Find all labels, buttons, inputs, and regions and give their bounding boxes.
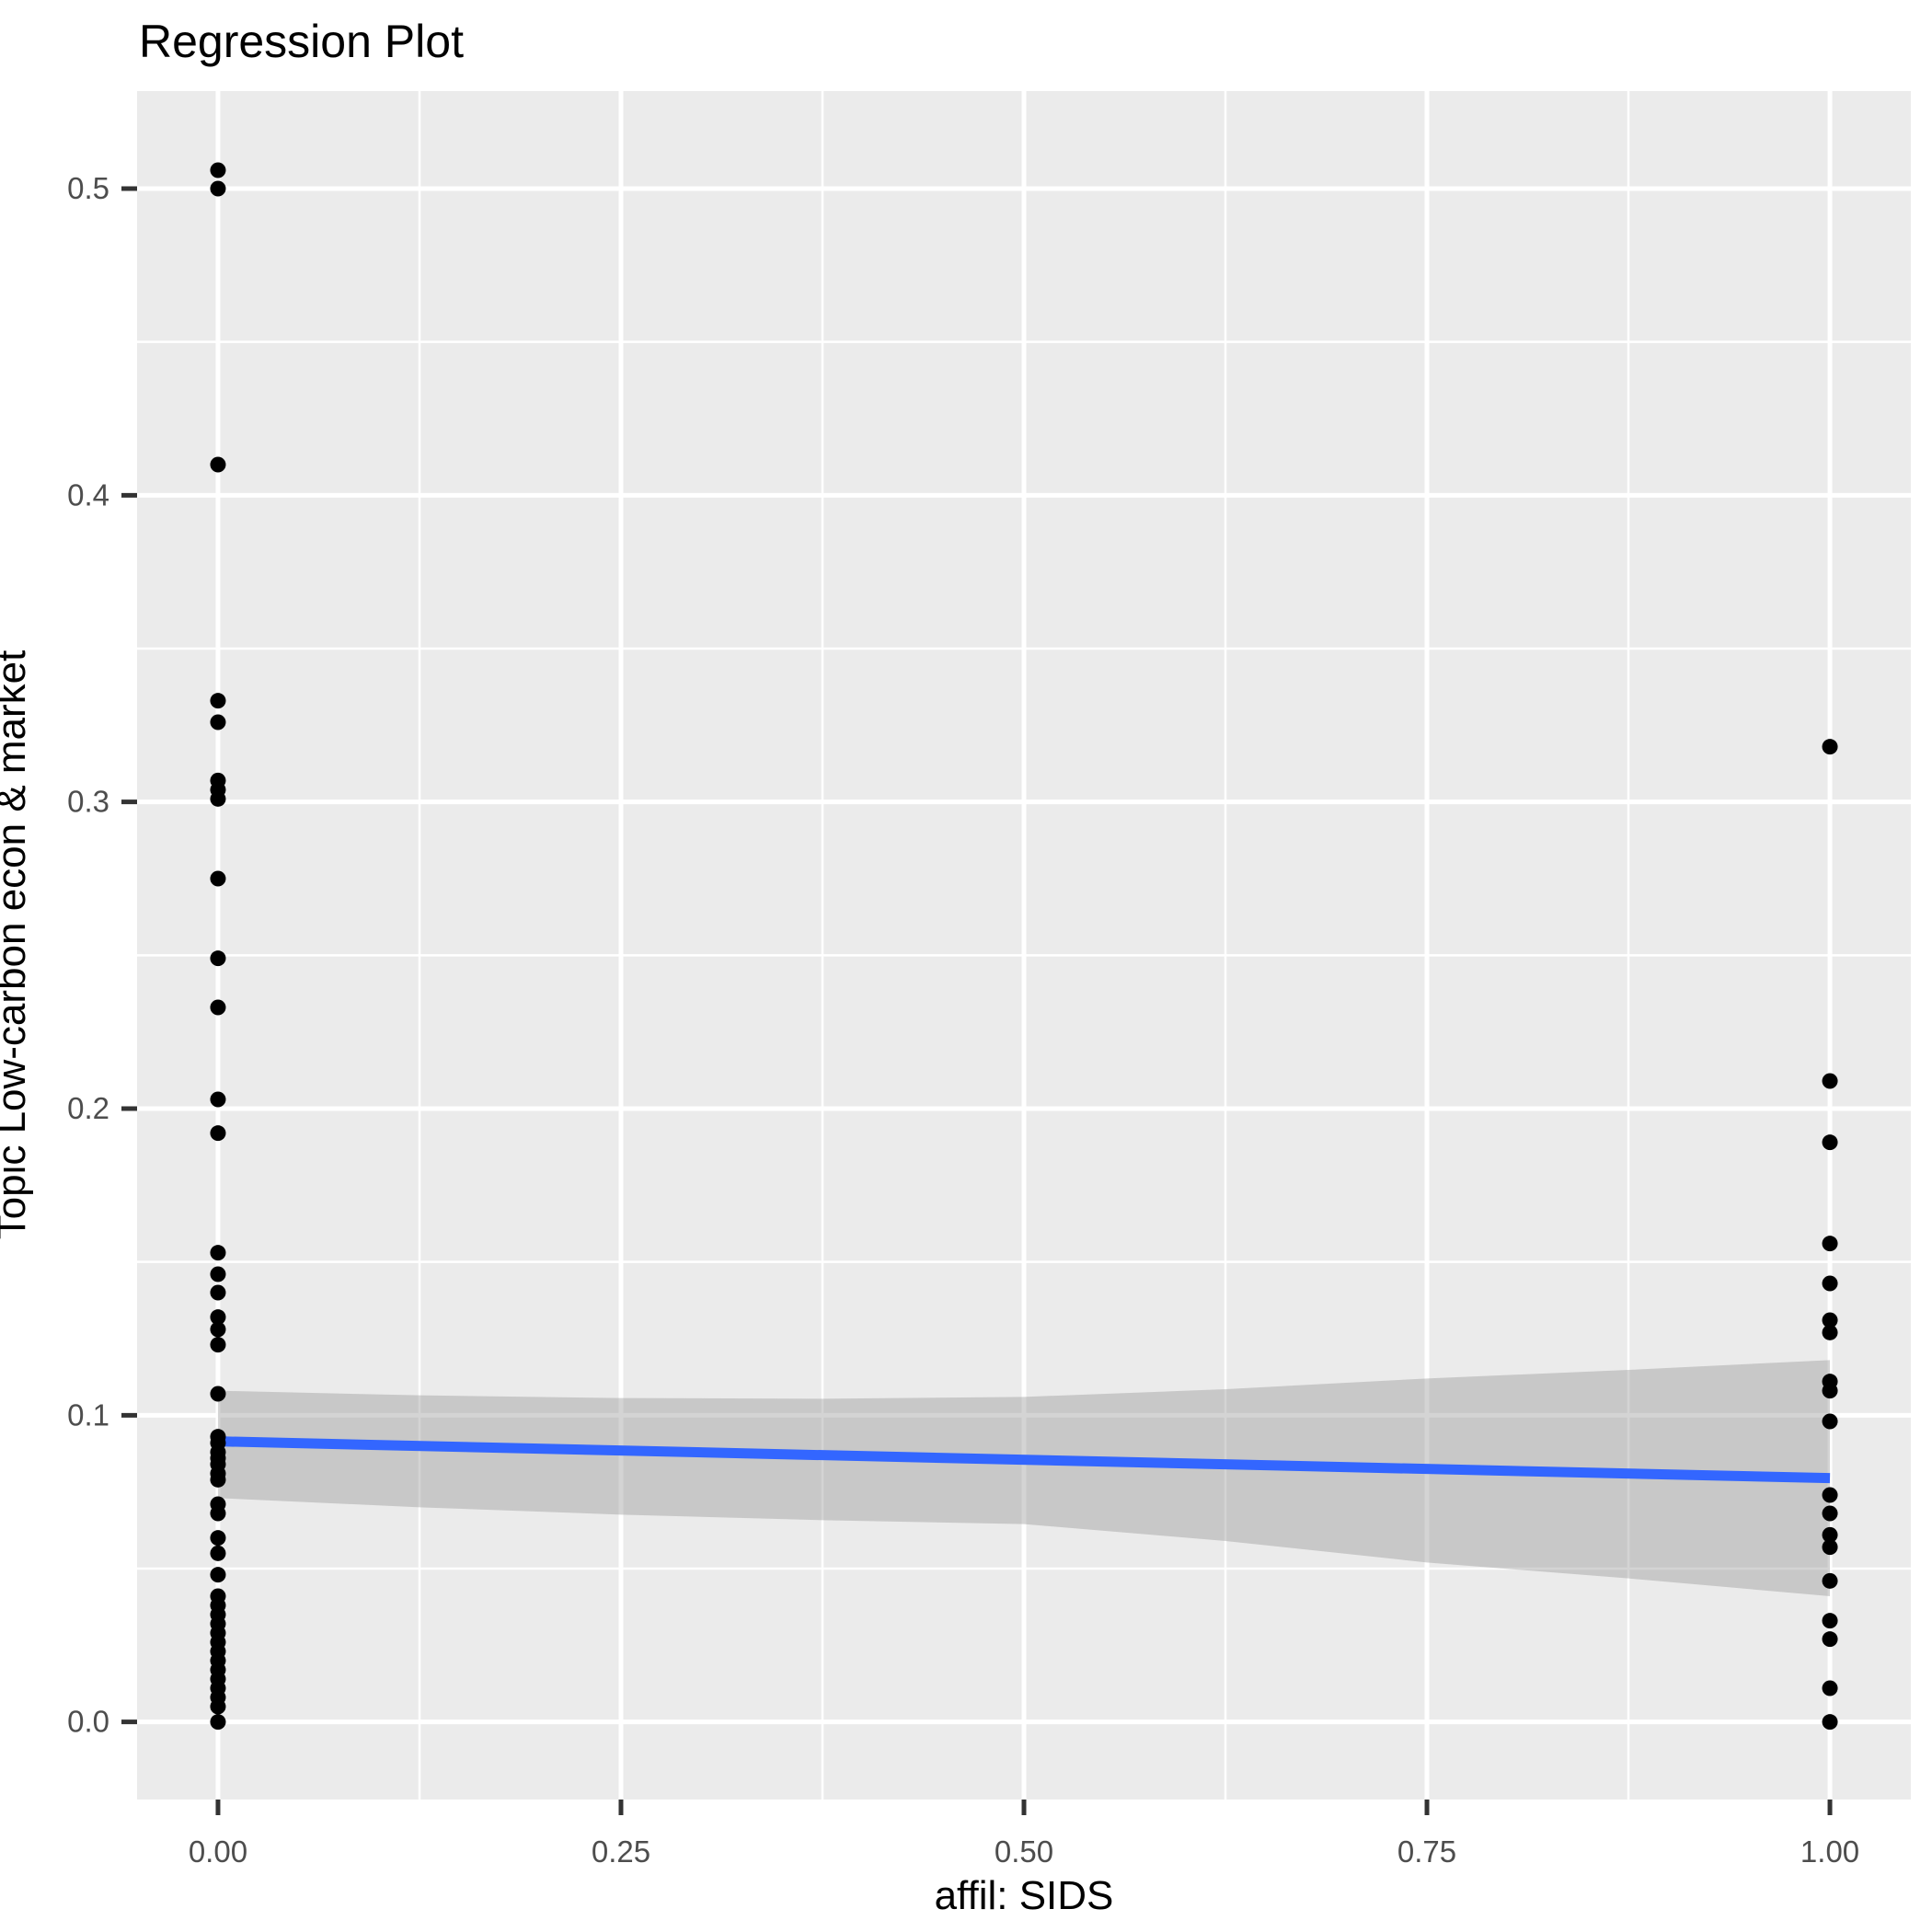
data-point bbox=[210, 1530, 226, 1547]
data-point bbox=[210, 1125, 226, 1142]
data-point bbox=[210, 870, 226, 887]
data-point bbox=[1822, 1236, 1838, 1252]
data-point bbox=[210, 1714, 226, 1731]
data-point bbox=[210, 1545, 226, 1561]
data-point bbox=[210, 693, 226, 709]
data-point bbox=[1822, 1487, 1838, 1503]
data-point bbox=[210, 950, 226, 967]
y-tick-label: 0.4 bbox=[67, 477, 109, 512]
y-tick-label: 0.1 bbox=[67, 1397, 109, 1432]
y-tick-label: 0.0 bbox=[67, 1705, 109, 1739]
data-point bbox=[1822, 1383, 1838, 1399]
data-point bbox=[210, 1505, 226, 1522]
x-tick-label: 0.25 bbox=[592, 1834, 650, 1869]
data-point bbox=[210, 1284, 226, 1301]
confidence-band bbox=[217, 1360, 1831, 1596]
data-point bbox=[210, 456, 226, 473]
data-point bbox=[210, 714, 226, 730]
data-point bbox=[210, 1337, 226, 1353]
y-tick-label: 0.5 bbox=[67, 171, 109, 205]
data-point bbox=[210, 1471, 226, 1488]
data-point bbox=[210, 999, 226, 1016]
data-point bbox=[1822, 1312, 1838, 1328]
data-point bbox=[1822, 1073, 1838, 1089]
data-point bbox=[1822, 1680, 1838, 1696]
x-tick-label: 0.00 bbox=[189, 1834, 247, 1869]
data-point bbox=[1822, 1275, 1838, 1292]
data-point bbox=[1822, 1324, 1838, 1340]
data-point bbox=[210, 180, 226, 197]
data-point bbox=[1822, 1505, 1838, 1522]
data-point bbox=[1822, 1413, 1838, 1430]
data-point bbox=[210, 1698, 226, 1715]
data-point bbox=[1822, 1572, 1838, 1589]
data-point bbox=[1822, 739, 1838, 755]
data-point bbox=[210, 1321, 226, 1338]
data-point bbox=[210, 790, 226, 807]
y-tick-label: 0.2 bbox=[67, 1091, 109, 1125]
data-point bbox=[210, 162, 226, 178]
data-point bbox=[1822, 1134, 1838, 1151]
x-tick-label: 0.50 bbox=[995, 1834, 1053, 1869]
regression-line bbox=[217, 1436, 1831, 1484]
x-axis-title: affil: SIDS bbox=[934, 1873, 1114, 1918]
data-point bbox=[210, 1245, 226, 1261]
data-point bbox=[1822, 1714, 1838, 1731]
data-point bbox=[210, 1091, 226, 1108]
data-point bbox=[1822, 1526, 1838, 1543]
y-tick-label: 0.3 bbox=[67, 785, 109, 819]
plot-title: Regression Plot bbox=[139, 16, 464, 67]
data-point bbox=[1822, 1539, 1838, 1556]
data-point bbox=[1822, 1613, 1838, 1629]
data-point bbox=[1822, 1631, 1838, 1648]
data-point bbox=[210, 1567, 226, 1583]
data-point bbox=[210, 1266, 226, 1282]
x-tick-label: 0.75 bbox=[1397, 1834, 1456, 1869]
y-axis-title: Topic Low-carbon econ & market bbox=[0, 650, 34, 1240]
x-tick-label: 1.00 bbox=[1800, 1834, 1859, 1869]
data-point bbox=[210, 1309, 226, 1326]
data-point bbox=[210, 1386, 226, 1402]
